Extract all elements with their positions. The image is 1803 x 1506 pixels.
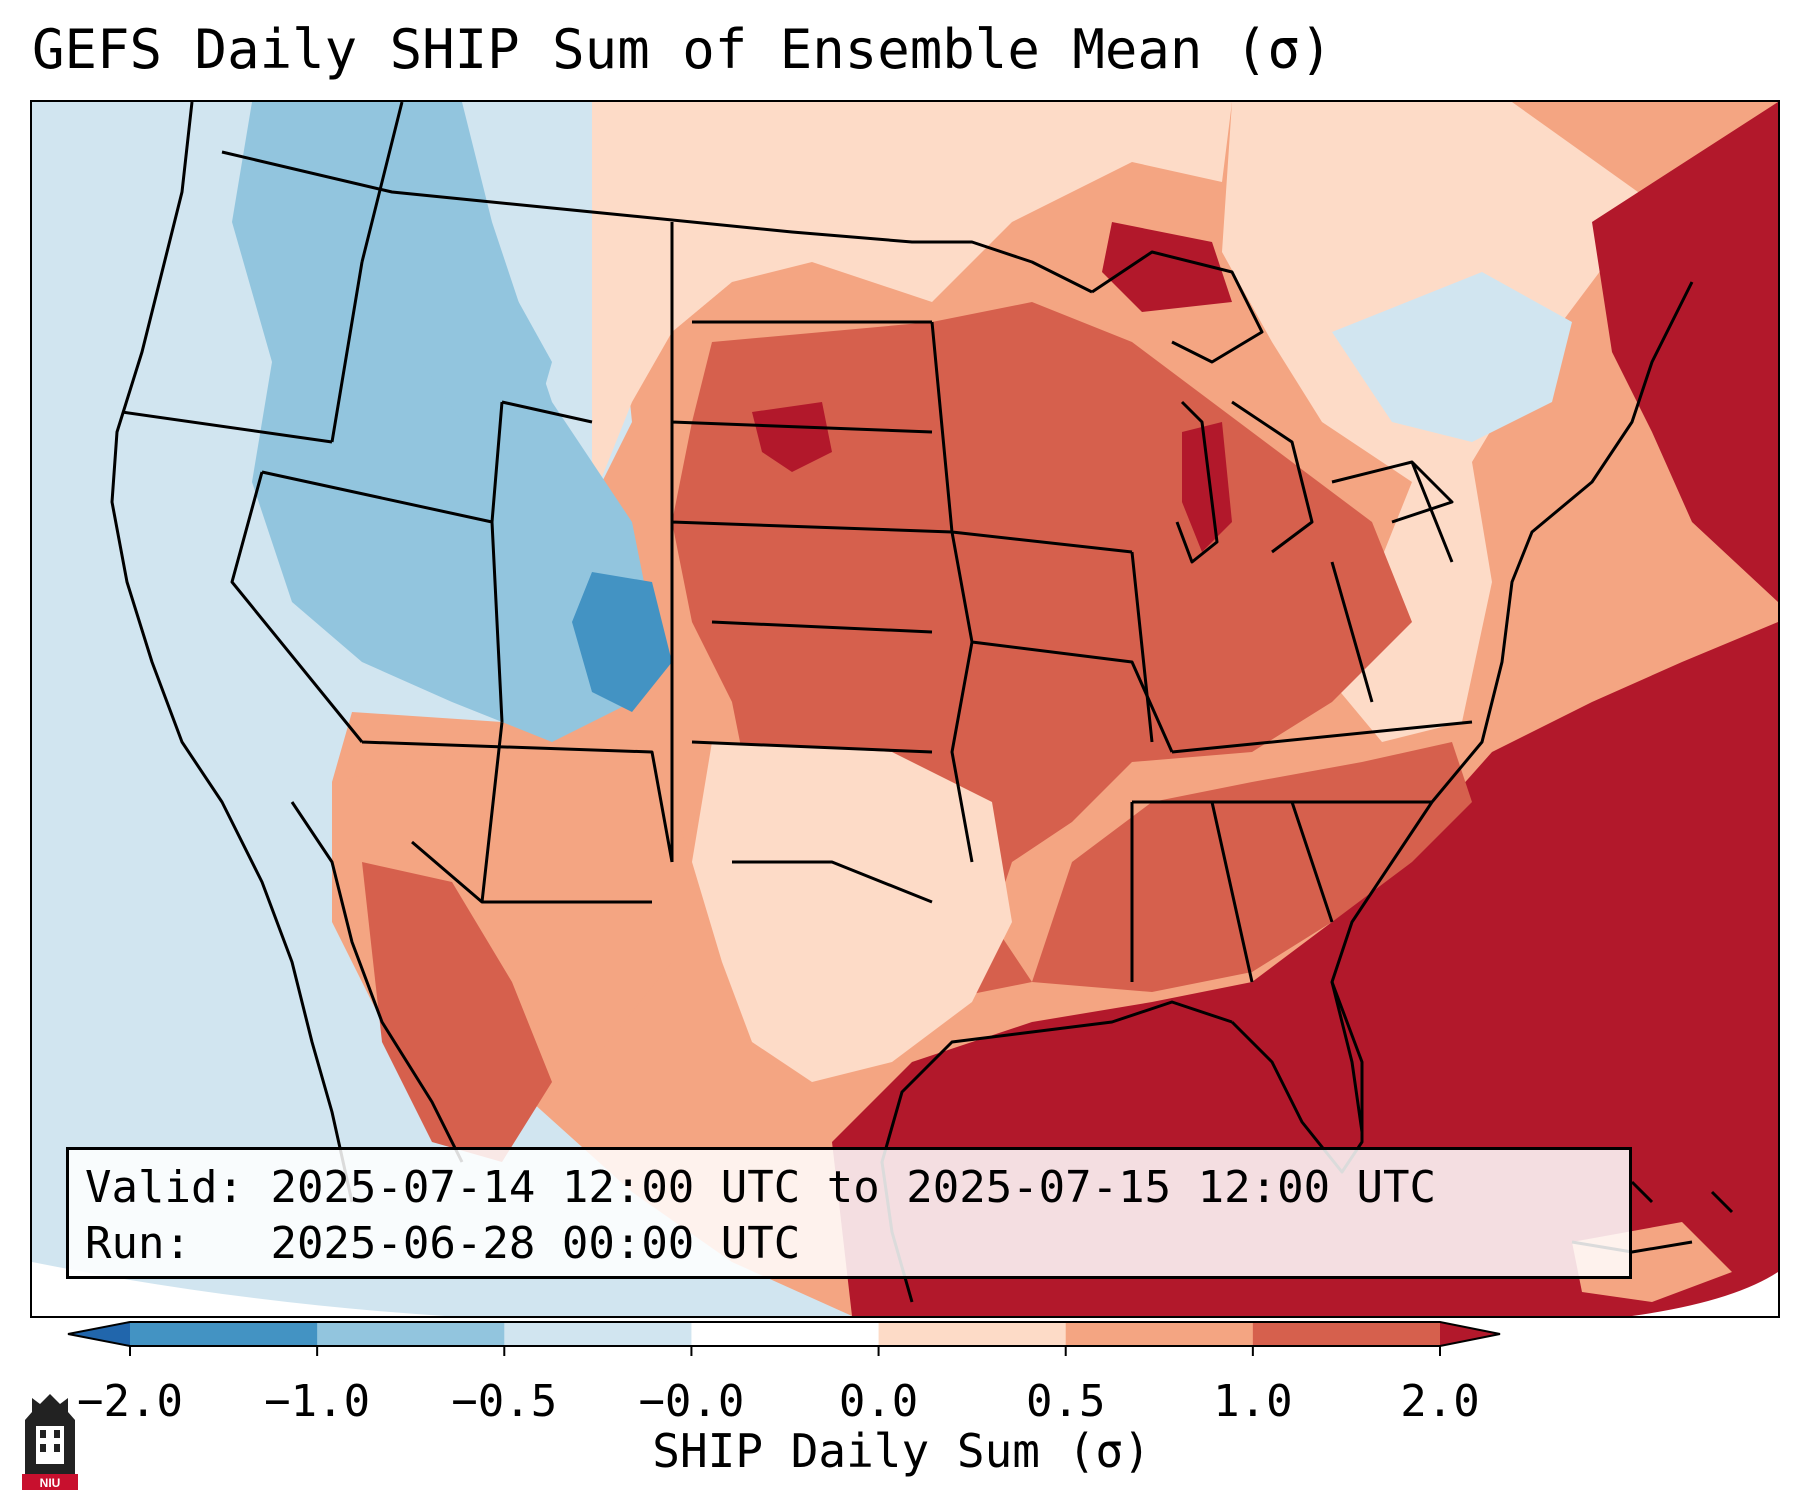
colorbar-segment (130, 1322, 318, 1346)
colorbar-tick-label: 0.0 (839, 1376, 918, 1427)
map-title: GEFS Daily SHIP Sum of Ensemble Mean (σ) (32, 18, 1333, 81)
state-lines-central (670, 222, 1174, 904)
valid-run-info-box: Valid: 2025-07-14 12:00 UTC to 2025-07-1… (66, 1147, 1632, 1279)
projection-edge-low (32, 1262, 852, 1316)
colorbar-segment (504, 1322, 692, 1346)
east-coast (1330, 281, 1694, 1133)
colorbar-tick-label: −1.0 (264, 1376, 370, 1427)
colorbar-segment (691, 1322, 880, 1346)
region-southeast-red (1032, 742, 1472, 992)
map-panel (30, 100, 1780, 1318)
colorbar: −2.0 −1.0 −0.5 −0.0 0.0 0.5 1.0 2.0 (67, 1321, 1501, 1427)
colorbar-extend-high (1440, 1322, 1500, 1346)
region-interior-west-cool (232, 102, 652, 742)
region-canada-cool (1332, 272, 1572, 442)
region-north-light (592, 102, 1232, 502)
state-lines-west (121, 102, 674, 904)
colorbar-segment (1065, 1322, 1254, 1346)
colorbar-tick-label: 2.0 (1400, 1376, 1479, 1427)
region-colorado-blue (572, 572, 672, 712)
region-northeast-warm (1592, 102, 1778, 602)
colorbar-segment (317, 1322, 505, 1346)
colorbar-tick-label: −0.5 (451, 1376, 557, 1427)
canada-us-border (221, 150, 1093, 294)
colorbar-segment (878, 1322, 1067, 1346)
run-value: 2025-06-28 00:00 UTC (270, 1218, 801, 1269)
colorbar-segment (1252, 1322, 1441, 1346)
region-lake-michigan-deep (1182, 422, 1232, 552)
colorbar-label: SHIP Daily Sum (σ) (652, 1424, 1151, 1478)
niu-logo-icon: NIU (22, 1394, 78, 1490)
colorbar-tick-label: −0.0 (638, 1376, 744, 1427)
state-lines-east (1130, 461, 1473, 983)
ship-anomaly-map (32, 102, 1778, 1316)
region-gulf-atlantic (832, 622, 1778, 1316)
valid-label: Valid: (85, 1162, 244, 1213)
great-lakes (1091, 250, 1454, 564)
run-label: Run: (85, 1218, 191, 1269)
colorbar-tick-label: 1.0 (1213, 1376, 1292, 1427)
colorbar-tick-label: −2.0 (77, 1376, 183, 1427)
baja-coast (290, 801, 464, 1163)
west-coast (110, 102, 354, 1203)
region-idaho-blue (412, 272, 552, 432)
region-mexico-red (362, 862, 552, 1162)
valid-value: 2025-07-14 12:00 UTC to 2025-07-15 12:00… (270, 1162, 1437, 1213)
colorbar-extend-low (68, 1322, 130, 1346)
logo-text: NIU (40, 1476, 61, 1490)
region-texas-light (692, 742, 1012, 1082)
region-dakota-deep (752, 402, 832, 472)
region-superior-deep (1102, 222, 1232, 312)
projection-edge-right (1632, 1272, 1778, 1316)
colorbar-tick-label: 0.5 (1026, 1376, 1105, 1427)
